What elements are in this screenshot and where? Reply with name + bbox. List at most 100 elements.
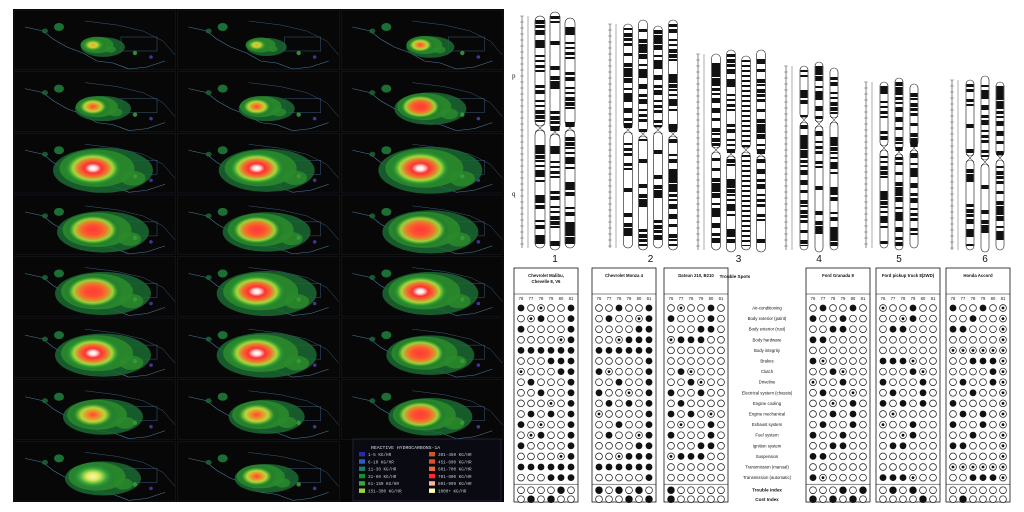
rating-dot-open (849, 367, 857, 376)
rating-dot-open (859, 325, 867, 333)
rating-dot-filled (625, 463, 633, 471)
rating-dot-open (595, 420, 603, 429)
rating-dot-open (809, 367, 817, 376)
rating-dot-open (819, 463, 827, 471)
trouble-index-dot (889, 486, 897, 494)
rating-dot-open (537, 452, 545, 461)
rating-dot-open (625, 431, 633, 439)
rating-dot-open (889, 304, 897, 312)
rating-dot-filled (567, 421, 575, 428)
cost-index-dot (667, 495, 675, 503)
trouble-spot-label: Transmission (automatic) (743, 475, 792, 480)
rating-dot-open (595, 378, 603, 386)
rating-dot-filled (979, 304, 987, 312)
rating-dot-open (879, 431, 887, 439)
emission-map (13, 379, 176, 440)
trouble-spot-label: Suspension (756, 454, 779, 459)
rating-dot-open (879, 346, 887, 355)
emission-map (13, 317, 176, 379)
car-model-column: Chevrolet Monza 4 76 77 78 79 80 81 (591, 267, 657, 503)
rating-dot-filled (819, 336, 827, 344)
emission-map (177, 194, 340, 255)
rating-dot-open (605, 410, 613, 418)
rating-dot-open (929, 357, 937, 365)
rating-dot-open (969, 442, 977, 450)
rating-dot-open (989, 431, 997, 439)
rating-dot-open (809, 389, 817, 397)
rating-dot-open (969, 410, 977, 418)
rating-dot-open (687, 346, 695, 355)
legend-swatch (359, 459, 365, 464)
chromosome-ideogram (799, 65, 809, 251)
rating-dot-open (979, 389, 987, 397)
rating-dot-open (889, 346, 897, 355)
rating-dot-open (667, 420, 675, 429)
rating-dot-filled (677, 453, 685, 460)
rating-dot-filled (557, 463, 565, 471)
rating-dot-open (859, 399, 867, 408)
rating-dot-open (717, 410, 725, 418)
trouble-index-dot (999, 486, 1007, 494)
rating-dot-open (859, 378, 867, 386)
rating-dot-filled (517, 421, 525, 428)
rating-dot-filled (557, 347, 565, 354)
rating-dot-open (839, 473, 847, 482)
legend-swatch (429, 452, 435, 457)
trouble-index-dot (697, 486, 705, 494)
rating-dot-filled (537, 389, 545, 397)
rating-dot-open (717, 389, 725, 397)
model-year: 78 (971, 296, 976, 301)
rating-dot-filled (677, 368, 685, 375)
rating-dot-filled (849, 400, 857, 407)
trouble-index-dot (517, 486, 525, 494)
rating-dot-open (809, 410, 817, 418)
rating-dot-open (969, 367, 977, 376)
rating-dot-open (859, 314, 867, 323)
rating-dot-filled (635, 442, 643, 450)
rating-dot-open (527, 442, 535, 450)
rating-dot-open (717, 378, 725, 386)
model-year: 76 (951, 296, 956, 301)
rating-dot-filled (839, 315, 847, 322)
rating-dot-open (547, 442, 555, 450)
rating-dot-filled (839, 378, 847, 386)
rating-dot-open (919, 346, 927, 355)
rating-dot-filled (829, 410, 837, 418)
rating-dot-filled (645, 368, 653, 375)
model-year: 76 (669, 296, 674, 301)
model-year: 79 (699, 296, 704, 301)
rating-dot-open (969, 304, 977, 312)
chromosome-ideogram (726, 49, 736, 253)
car-model-name: Chevrolet Monza 4 (605, 273, 644, 278)
rating-dot-open (677, 325, 685, 333)
rating-dot-open (605, 389, 613, 397)
rating-dot-filled (595, 368, 603, 375)
trouble-index-dot (949, 486, 957, 494)
rating-dot-filled (889, 389, 897, 397)
rating-dot-filled (839, 431, 847, 439)
rating-dot-open (595, 304, 603, 312)
rating-dot-open (527, 473, 535, 482)
rating-dot-open (595, 325, 603, 333)
trouble-spot-label: Air-conditioning (752, 306, 782, 311)
rating-dot-open (677, 442, 685, 450)
legend-swatch (359, 488, 365, 493)
rating-dot-open (677, 378, 685, 386)
rating-dot-filled (517, 347, 525, 354)
trouble-index-dot (899, 486, 907, 494)
emission-map (341, 9, 504, 70)
chromosome-group (950, 75, 1005, 253)
cost-index-dot (697, 495, 705, 503)
rating-dot-filled (879, 400, 887, 407)
rating-dot-open (625, 304, 633, 312)
rating-dot-open (707, 452, 715, 461)
rating-dot-open (899, 346, 907, 355)
rating-dot-filled (979, 357, 987, 365)
rating-dot-open (697, 346, 705, 355)
legend-label: 151-300 KG/HR (368, 490, 402, 495)
emission-map (341, 317, 504, 379)
rating-dot-open (707, 336, 715, 344)
model-year: 76 (881, 296, 886, 301)
trouble-spot-label: Body exterior (paint) (748, 316, 787, 321)
rating-dot-filled (605, 463, 613, 471)
